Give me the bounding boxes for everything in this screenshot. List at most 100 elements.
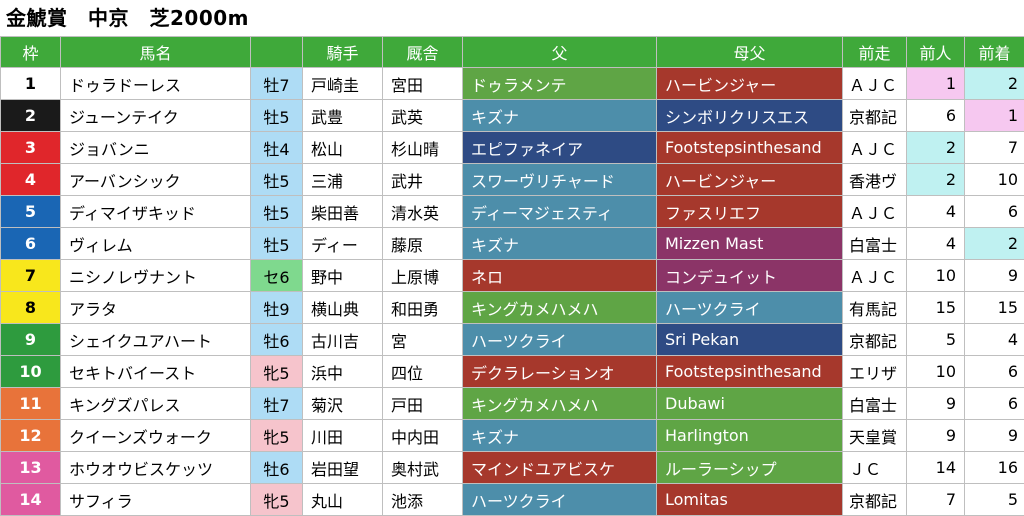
previous-race-cell: ＡＪＣ <box>842 67 907 100</box>
previous-finish-cell: 16 <box>964 451 1024 484</box>
table-row[interactable]: 14 サフィラ 牝5 丸山 池添 ハーツクライ Lomitas 京都記 7 5 <box>0 483 1024 516</box>
sex-age-cell: 牡7 <box>250 67 303 100</box>
sire-cell: ハーツクライ <box>462 323 657 356</box>
table-row[interactable]: 12 クイーンズウォーク 牝5 川田 中内田 キズナ Harlington 天皇賞 9 9 <box>0 419 1024 452</box>
previous-popularity-cell: 15 <box>906 291 965 324</box>
table-row[interactable]: 2 ジューンテイク 牡5 武豊 武英 キズナ シンボリクリスエス 京都記 6 1 <box>0 99 1024 132</box>
sire-cell: マインドユアビスケ <box>462 451 657 484</box>
broodmare-sire-cell: ハービンジャー <box>656 163 843 196</box>
trainer-cell: 宮田 <box>382 67 463 100</box>
table-row[interactable]: 4 アーバンシック 牡5 三浦 武井 スワーヴリチャード ハービンジャー 香港ヴ 2 10 <box>0 163 1024 196</box>
trainer-cell: 武英 <box>382 99 463 132</box>
previous-race-cell: 天皇賞 <box>842 419 907 452</box>
horse-name-cell: クイーンズウォーク <box>60 419 251 452</box>
jockey-cell: 岩田望 <box>302 451 383 484</box>
header-horse-name: 馬名 <box>60 36 251 68</box>
horse-name-cell: ディマイザキッド <box>60 195 251 228</box>
sire-cell: スワーヴリチャード <box>462 163 657 196</box>
table-row[interactable]: 6 ヴィレム 牡5 ディー 藤原 キズナ Mizzen Mast 白富士 4 2 <box>0 227 1024 260</box>
previous-race-cell: 有馬記 <box>842 291 907 324</box>
sex-age-cell: 牡9 <box>250 291 303 324</box>
jockey-cell: 武豊 <box>302 99 383 132</box>
entry-table: 枠 馬名 騎手 厩舎 父 母父 前走 前人 前着 1 ドゥラドーレス 牡7 戸崎圭 宮田… <box>0 36 1024 516</box>
post-number-cell: 7 <box>0 259 61 292</box>
post-number-cell: 2 <box>0 99 61 132</box>
trainer-cell: 宮 <box>382 323 463 356</box>
previous-popularity-cell: 2 <box>906 131 965 164</box>
table-row[interactable]: 11 キングズパレス 牡7 菊沢 戸田 キングカメハメハ Dubawi 白富士 9 6 <box>0 387 1024 420</box>
previous-finish-cell: 6 <box>964 195 1024 228</box>
broodmare-sire-cell: Footstepsinthesand <box>656 131 843 164</box>
previous-finish-cell: 5 <box>964 483 1024 516</box>
previous-popularity-cell: 1 <box>906 67 965 100</box>
post-number-cell: 6 <box>0 227 61 260</box>
broodmare-sire-cell: ハービンジャー <box>656 67 843 100</box>
previous-finish-cell: 10 <box>964 163 1024 196</box>
trainer-cell: 上原博 <box>382 259 463 292</box>
post-number-cell: 1 <box>0 67 61 100</box>
previous-popularity-cell: 7 <box>906 483 965 516</box>
broodmare-sire-cell: Footstepsinthesand <box>656 355 843 388</box>
post-number-cell: 14 <box>0 483 61 516</box>
table-row[interactable]: 7 ニシノレヴナント セ6 野中 上原博 ネロ コンデュイット ＡＪＣ 10 9 <box>0 259 1024 292</box>
previous-race-cell: 京都記 <box>842 323 907 356</box>
table-row[interactable]: 8 アラタ 牡9 横山典 和田勇 キングカメハメハ ハーツクライ 有馬記 15 15 <box>0 291 1024 324</box>
post-number-cell: 13 <box>0 451 61 484</box>
horse-name-cell: ニシノレヴナント <box>60 259 251 292</box>
previous-popularity-cell: 9 <box>906 419 965 452</box>
header-previous-popularity: 前人 <box>906 36 965 68</box>
jockey-cell: ディー <box>302 227 383 260</box>
horse-name-cell: ホウオウビスケッツ <box>60 451 251 484</box>
broodmare-sire-cell: ルーラーシップ <box>656 451 843 484</box>
post-number-cell: 4 <box>0 163 61 196</box>
previous-popularity-cell: 9 <box>906 387 965 420</box>
previous-race-cell: エリザ <box>842 355 907 388</box>
broodmare-sire-cell: Harlington <box>656 419 843 452</box>
jockey-cell: 古川吉 <box>302 323 383 356</box>
horse-name-cell: ヴィレム <box>60 227 251 260</box>
previous-finish-cell: 2 <box>964 67 1024 100</box>
jockey-cell: 柴田善 <box>302 195 383 228</box>
jockey-cell: 戸崎圭 <box>302 67 383 100</box>
previous-popularity-cell: 10 <box>906 355 965 388</box>
previous-popularity-cell: 14 <box>906 451 965 484</box>
table-row[interactable]: 5 ディマイザキッド 牡5 柴田善 清水英 ディーマジェスティ ファスリエフ ＡＪＣ 4 6 <box>0 195 1024 228</box>
trainer-cell: 池添 <box>382 483 463 516</box>
sex-age-cell: 牡5 <box>250 99 303 132</box>
table-row[interactable]: 1 ドゥラドーレス 牡7 戸崎圭 宮田 ドゥラメンテ ハービンジャー ＡＪＣ 1 2 <box>0 67 1024 100</box>
post-number-cell: 9 <box>0 323 61 356</box>
trainer-cell: 藤原 <box>382 227 463 260</box>
horse-name-cell: ドゥラドーレス <box>60 67 251 100</box>
post-number-cell: 3 <box>0 131 61 164</box>
post-number-cell: 10 <box>0 355 61 388</box>
table-row[interactable]: 10 セキトバイースト 牝5 浜中 四位 デクラレーションオ Footstepsinthes… <box>0 355 1024 388</box>
previous-finish-cell: 9 <box>964 419 1024 452</box>
previous-popularity-cell: 10 <box>906 259 965 292</box>
horse-name-cell: ジューンテイク <box>60 99 251 132</box>
post-number-cell: 12 <box>0 419 61 452</box>
header-sire: 父 <box>462 36 657 68</box>
sire-cell: ネロ <box>462 259 657 292</box>
jockey-cell: 菊沢 <box>302 387 383 420</box>
sire-cell: キズナ <box>462 227 657 260</box>
table-row[interactable]: 9 シェイクユアハート 牡6 古川吉宮ハーツクライ Sri Pekan 京都記 5 4 <box>0 323 1024 356</box>
previous-race-cell: 香港ヴ <box>842 163 907 196</box>
previous-finish-cell: 6 <box>964 355 1024 388</box>
trainer-cell: 武井 <box>382 163 463 196</box>
previous-race-cell: 京都記 <box>842 483 907 516</box>
broodmare-sire-cell: Mizzen Mast <box>656 227 843 260</box>
sire-cell: ディーマジェスティ <box>462 195 657 228</box>
header-previous-race: 前走 <box>842 36 907 68</box>
trainer-cell: 戸田 <box>382 387 463 420</box>
table-row[interactable]: 3 ジョバンニ 牡4 松山 杉山晴 エピファネイア Footstepsinthesand ＡＪ… <box>0 131 1024 164</box>
header-post: 枠 <box>0 36 61 68</box>
sire-cell: キングカメハメハ <box>462 387 657 420</box>
table-row[interactable]: 13 ホウオウビスケッツ 牡6 岩田望 奥村武 マインドユアビスケ ルーラーシップ ＪＣ 14 1… <box>0 451 1024 484</box>
trainer-cell: 奥村武 <box>382 451 463 484</box>
sire-cell: キングカメハメハ <box>462 291 657 324</box>
broodmare-sire-cell: シンボリクリスエス <box>656 99 843 132</box>
jockey-cell: 松山 <box>302 131 383 164</box>
jockey-cell: 浜中 <box>302 355 383 388</box>
jockey-cell: 横山典 <box>302 291 383 324</box>
sire-cell: ハーツクライ <box>462 483 657 516</box>
